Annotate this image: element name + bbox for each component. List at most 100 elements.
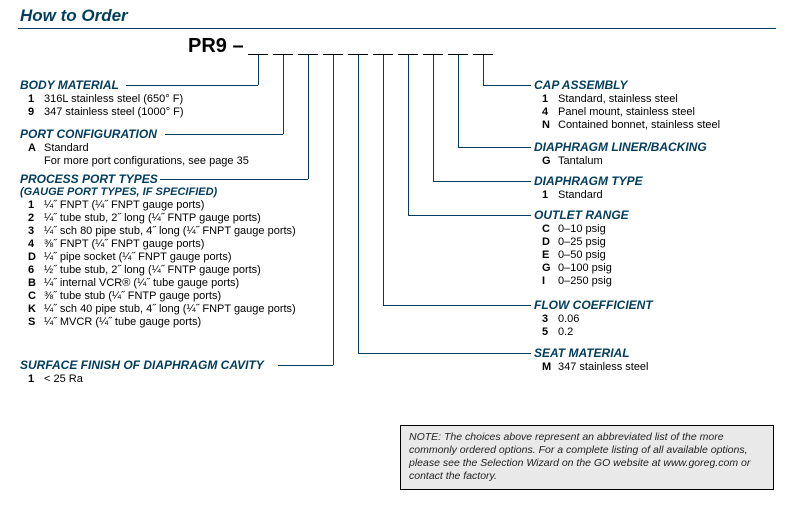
option-row: C0–10 psig — [534, 223, 629, 235]
connector-vline — [358, 55, 359, 353]
option-row: E0–50 psig — [534, 249, 629, 261]
option-desc: ¼˝ MVCR (¼˝ tube gauge ports) — [44, 316, 201, 328]
section: PORT CONFIGURATIONAStandardFor more port… — [20, 127, 249, 167]
option-row: 30.06 — [534, 313, 653, 325]
option-code: G — [534, 262, 558, 274]
option-desc: ½˝ tube stub, 2˝ long (¼˝ FNTP gauge por… — [44, 264, 261, 276]
section: SURFACE FINISH OF DIAPHRAGM CAVITY1< 25 … — [20, 358, 264, 385]
section-subtitle: (GAUGE PORT TYPES, IF SPECIFIED) — [20, 186, 296, 198]
option-row: K¼˝ sch 40 pipe stub, 4˝ long (¼˝ FNPT g… — [20, 303, 296, 315]
option-row: S¼˝ MVCR (¼˝ tube gauge ports) — [20, 316, 296, 328]
option-row: D0–25 psig — [534, 236, 629, 248]
option-desc: 0–25 psig — [558, 236, 606, 248]
option-row: B¼˝ internal VCR® (¼˝ tube gauge ports) — [20, 277, 296, 289]
option-code: 3 — [20, 225, 44, 237]
option-row: For more port configurations, see page 3… — [20, 155, 249, 167]
option-desc: ¼˝ internal VCR® (¼˝ tube gauge ports) — [44, 277, 239, 289]
option-code: 1 — [534, 189, 558, 201]
option-row: 6½˝ tube stub, 2˝ long (¼˝ FNTP gauge po… — [20, 264, 296, 276]
option-code: 1 — [20, 93, 44, 105]
option-code: 3 — [534, 313, 558, 325]
option-desc: ¼˝ sch 80 pipe stub, 4˝ long (¼˝ FNPT ga… — [44, 225, 296, 237]
section-title: DIAPHRAGM TYPE — [534, 174, 643, 188]
option-code: D — [534, 236, 558, 248]
option-code: 4 — [20, 238, 44, 250]
option-row: 2¼˝ tube stub, 2˝ long (¼˝ FNTP gauge po… — [20, 212, 296, 224]
connector-hline — [126, 85, 258, 86]
option-row: 1< 25 Ra — [20, 373, 264, 385]
option-desc: 0.06 — [558, 313, 579, 325]
connector-hline — [408, 215, 531, 216]
option-code: 2 — [20, 212, 44, 224]
option-desc: ⅜˝ tube stub (¼˝ FNTP gauge ports) — [44, 290, 221, 302]
connector-hline — [483, 85, 531, 86]
option-code: E — [534, 249, 558, 261]
connector-hline — [433, 181, 531, 182]
connector-vline — [483, 55, 484, 85]
option-code: 1 — [20, 199, 44, 211]
option-desc: Tantalum — [558, 155, 603, 167]
option-code: D — [20, 251, 44, 263]
option-row: 4Panel mount, stainless steel — [534, 106, 720, 118]
option-desc: ⅜˝ FNPT (¼˝ FNPT gauge ports) — [44, 238, 204, 250]
option-code: I — [534, 275, 558, 287]
note-box: NOTE: The choices above represent an abb… — [400, 425, 774, 490]
option-desc: 316L stainless steel (650° F) — [44, 93, 183, 105]
title-rule — [18, 28, 776, 29]
option-row: 50.2 — [534, 326, 653, 338]
section-title: OUTLET RANGE — [534, 208, 629, 222]
option-code: 1 — [20, 373, 44, 385]
option-code: 4 — [534, 106, 558, 118]
connector-hline — [160, 179, 308, 180]
section-title: CAP ASSEMBLY — [534, 78, 720, 92]
option-code: A — [20, 142, 44, 154]
option-row: 3¼˝ sch 80 pipe stub, 4˝ long (¼˝ FNPT g… — [20, 225, 296, 237]
section-title: DIAPHRAGM LINER/BACKING — [534, 140, 707, 154]
option-desc: 347 stainless steel — [558, 361, 649, 373]
section-title: FLOW COEFFICIENT — [534, 298, 653, 312]
option-row: 1Standard, stainless steel — [534, 93, 720, 105]
connector-hline — [358, 353, 531, 354]
option-desc: Panel mount, stainless steel — [558, 106, 695, 118]
option-desc: Standard — [44, 142, 89, 154]
connector-hline — [383, 305, 531, 306]
connector-vline — [308, 55, 309, 179]
option-code: 5 — [534, 326, 558, 338]
option-row: I0–250 psig — [534, 275, 629, 287]
option-row: 1¼˝ FNPT (¼˝ FNPT gauge ports) — [20, 199, 296, 211]
option-code: K — [20, 303, 44, 315]
option-row: 1Standard — [534, 189, 643, 201]
option-code: G — [534, 155, 558, 167]
option-desc: Standard, stainless steel — [558, 93, 678, 105]
connector-vline — [383, 55, 384, 305]
connector-vline — [333, 55, 334, 365]
option-row: C⅜˝ tube stub (¼˝ FNTP gauge ports) — [20, 290, 296, 302]
option-desc: ¼˝ tube stub, 2˝ long (¼˝ FNTP gauge por… — [44, 212, 261, 224]
option-desc: 0–100 psig — [558, 262, 612, 274]
option-desc: 0.2 — [558, 326, 573, 338]
option-row: AStandard — [20, 142, 249, 154]
section: OUTLET RANGEC0–10 psigD0–25 psigE0–50 ps… — [534, 208, 629, 287]
section: CAP ASSEMBLY1Standard, stainless steel4P… — [534, 78, 720, 131]
connector-hline — [278, 365, 333, 366]
option-code: N — [534, 119, 558, 131]
connector-vline — [258, 55, 259, 85]
section-title: SURFACE FINISH OF DIAPHRAGM CAVITY — [20, 358, 264, 372]
option-code: 1 — [534, 93, 558, 105]
section-title: SEAT MATERIAL — [534, 346, 649, 360]
connector-hline — [165, 134, 283, 135]
section: DIAPHRAGM TYPE1Standard — [534, 174, 643, 201]
option-desc: For more port configurations, see page 3… — [44, 155, 249, 167]
section: FLOW COEFFICIENT30.0650.2 — [534, 298, 653, 338]
option-row: D¼˝ pipe socket (¼˝ FNPT gauge ports) — [20, 251, 296, 263]
option-code: C — [20, 290, 44, 302]
option-code: 6 — [20, 264, 44, 276]
page-title: How to Order — [20, 6, 128, 26]
option-code: B — [20, 277, 44, 289]
option-row: GTantalum — [534, 155, 707, 167]
option-desc: ¼˝ sch 40 pipe stub, 4˝ long (¼˝ FNPT ga… — [44, 303, 296, 315]
part-prefix: PR9 – — [188, 35, 244, 58]
connector-vline — [283, 55, 284, 134]
connector-vline — [458, 55, 459, 147]
option-desc: Standard — [558, 189, 603, 201]
